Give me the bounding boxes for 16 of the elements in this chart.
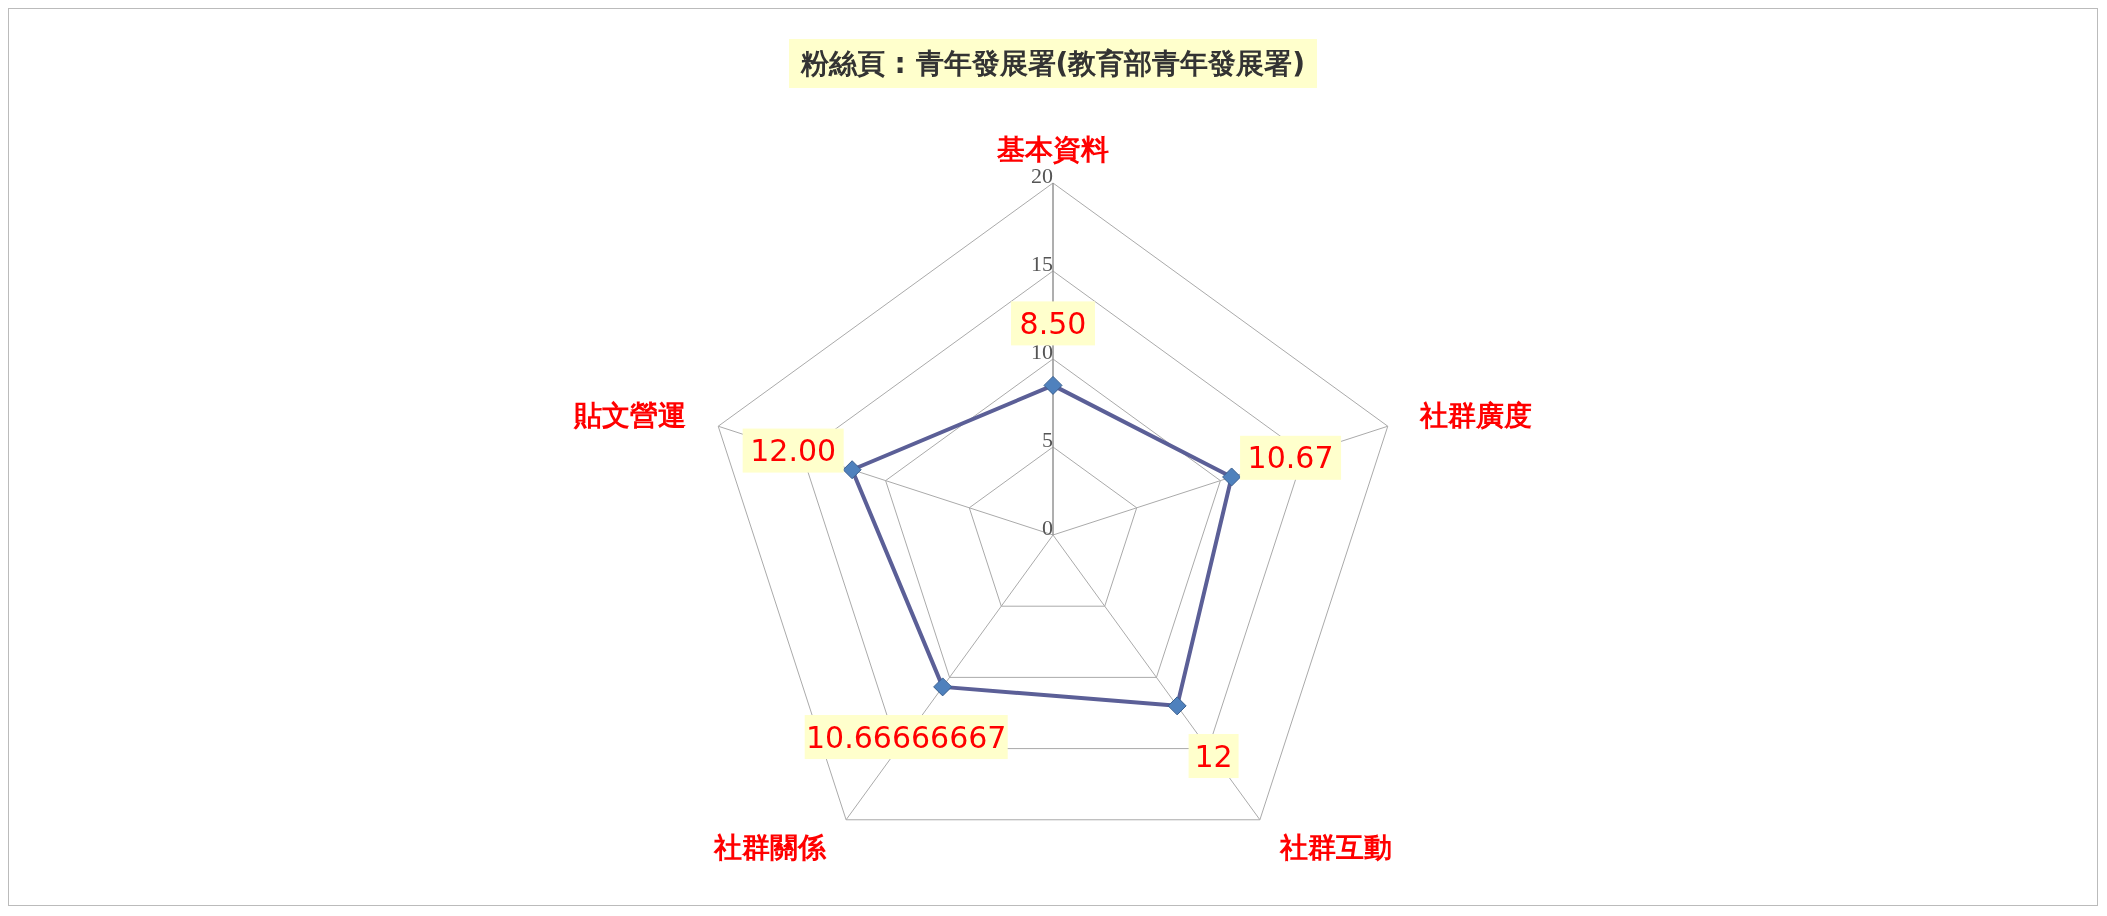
y-tick-label: 5 [1042, 427, 1053, 452]
chart-title: 粉絲頁 : 青年發展署(教育部青年發展署) [788, 39, 1318, 88]
y-tick-label: 20 [1031, 163, 1053, 188]
y-tick-label: 15 [1031, 251, 1053, 276]
spoke-label: 貼文營運 [572, 399, 686, 433]
data-label: 12 [1194, 738, 1233, 774]
spoke-label: 社群互動 [1278, 830, 1392, 864]
y-tick-label: 0 [1042, 515, 1053, 540]
data-label: 10.66666667 [806, 719, 1007, 755]
y-tick-label: 10 [1031, 339, 1053, 364]
data-label: 10.67 [1247, 440, 1334, 476]
spoke-label: 社群關係 [713, 830, 828, 864]
spoke-label: 基本資料 [996, 132, 1109, 166]
spoke-label: 社群廣度 [1419, 399, 1533, 433]
data-label: 8.50 [1019, 305, 1087, 341]
data-label: 12.00 [750, 433, 837, 469]
